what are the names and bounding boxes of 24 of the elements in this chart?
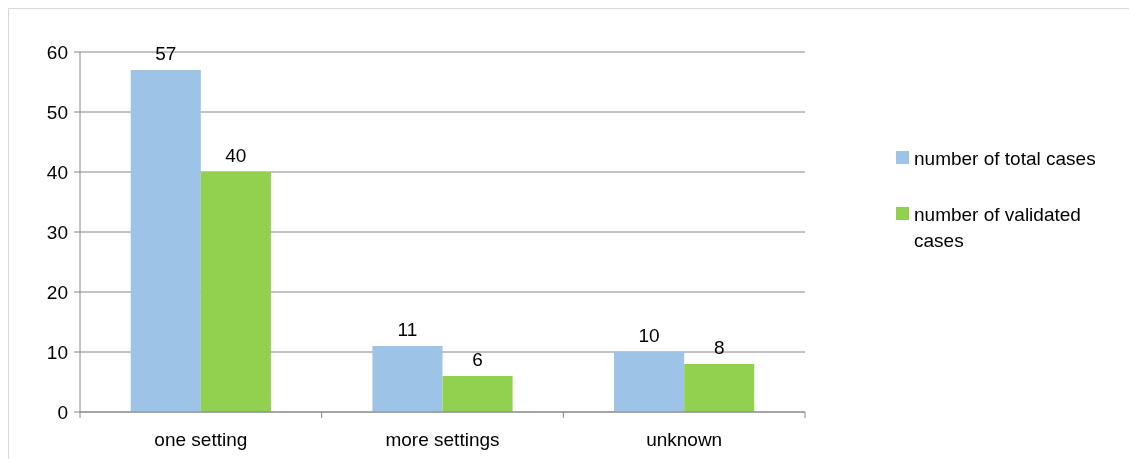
data-label: 6 bbox=[472, 349, 483, 370]
data-label: 57 bbox=[155, 43, 177, 64]
bar bbox=[684, 364, 755, 412]
bar bbox=[442, 376, 513, 412]
data-label: 40 bbox=[225, 145, 247, 166]
bar bbox=[372, 346, 443, 412]
y-tick-label: 20 bbox=[46, 281, 68, 303]
bar bbox=[614, 352, 685, 412]
data-label: 11 bbox=[397, 319, 418, 340]
x-tick-label: unknown bbox=[646, 429, 723, 450]
data-label: 10 bbox=[638, 325, 660, 346]
y-tick-label: 30 bbox=[46, 221, 68, 243]
legend-label: number of validated cases bbox=[914, 203, 1081, 251]
data-label: 8 bbox=[713, 337, 725, 358]
y-tick-label: 0 bbox=[57, 401, 68, 423]
y-tick-label: 50 bbox=[46, 101, 68, 123]
bar bbox=[130, 70, 201, 412]
bar bbox=[200, 172, 271, 412]
x-tick-label: more settings bbox=[385, 429, 500, 450]
y-tick-label: 60 bbox=[46, 41, 68, 63]
y-tick-label: 40 bbox=[46, 161, 68, 183]
legend-label: number of total cases bbox=[914, 147, 1096, 169]
y-tick-label: 10 bbox=[46, 341, 68, 363]
x-tick-label: one setting bbox=[154, 429, 248, 450]
